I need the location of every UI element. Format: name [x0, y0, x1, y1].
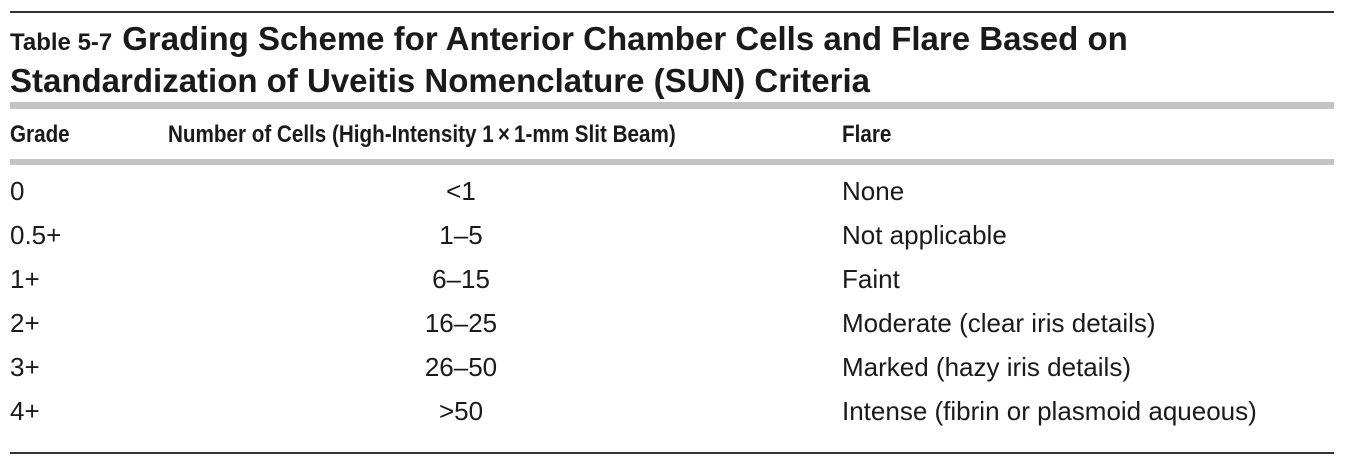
table-top-rule — [10, 11, 1334, 13]
cells-count-cell: 6–15 — [432, 264, 490, 294]
cells-count-cell: 26–50 — [424, 352, 498, 382]
table-bottom-rule — [10, 452, 1334, 454]
table-row: 3+ 26–50 Marked (hazy iris details) — [0, 348, 1358, 392]
flare-cell: Intense (fibrin or plasmoid aqueous) — [842, 396, 1257, 426]
table-row: 4+ >50 Intense (fibrin or plasmoid aqueo… — [0, 392, 1358, 436]
grade-cell: 4+ — [10, 396, 40, 426]
flare-cell: Faint — [842, 264, 900, 294]
table-title: Grading Scheme for Anterior Chamber Cell… — [10, 20, 1128, 99]
flare-cell: None — [842, 176, 905, 206]
grade-cell: 3+ — [10, 352, 40, 382]
table-row: 0.5+ 1–5 Not applicable — [0, 216, 1358, 260]
header-bottom-rule — [10, 159, 1334, 165]
table-row: 1+ 6–15 Faint — [0, 260, 1358, 304]
column-header-grade: Grade — [10, 121, 70, 148]
header-rule — [10, 102, 1334, 109]
table-label: Table 5-7 — [10, 29, 113, 56]
column-header-flare: Flare — [842, 121, 892, 148]
flare-cell: Marked (hazy iris details) — [842, 352, 1131, 382]
cells-count-cell: 16–25 — [424, 308, 498, 338]
table-row: 2+ 16–25 Moderate (clear iris details) — [0, 304, 1358, 348]
table-row: 0 <1 None — [0, 172, 1358, 216]
grade-cell: 0.5+ — [10, 220, 62, 250]
cells-count-cell: >50 — [438, 396, 484, 426]
table-body: 0 <1 None 0.5+ 1–5 Not applicable 1+ 6–1… — [0, 172, 1358, 436]
grade-cell: 0 — [10, 176, 25, 206]
cells-count-cell: <1 — [446, 176, 476, 206]
grade-cell: 1+ — [10, 264, 40, 294]
flare-cell: Moderate (clear iris details) — [842, 308, 1156, 338]
flare-cell: Not applicable — [842, 220, 1007, 250]
column-header-number-of-cells: Number of Cells (High-Intensity 1 × 1-mm… — [168, 121, 676, 148]
grade-cell: 2+ — [10, 308, 40, 338]
cells-count-cell: 1–5 — [439, 220, 483, 250]
table-caption: Table 5-7 Grading Scheme for Anterior Cha… — [10, 20, 1334, 100]
